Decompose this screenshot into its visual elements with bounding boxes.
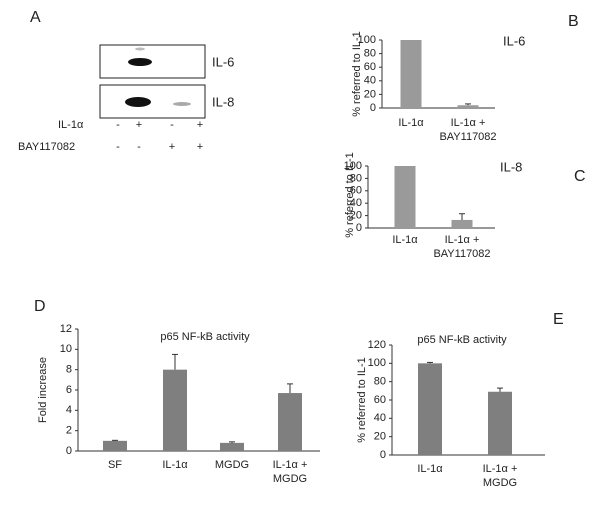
bar [394, 166, 416, 228]
x-tick-label: MGDG [483, 477, 517, 489]
panel-a: A IL-6 IL-8 [30, 9, 234, 119]
y-tick-label: 20 [364, 88, 376, 100]
y-tick-label: 40 [364, 75, 376, 87]
bar [163, 369, 187, 451]
panel-letter: B [568, 13, 579, 30]
x-tick-label: IL-1α + [273, 459, 308, 471]
chart-title: p65 NF-kB activity [417, 334, 507, 346]
x-tick-label: MGDG [273, 473, 307, 485]
y-tick-label: 0 [370, 102, 376, 114]
sign: + [169, 141, 175, 153]
y-tick-label: 100 [368, 357, 386, 369]
sign: - [116, 141, 120, 153]
y-tick-label: 10 [60, 343, 72, 355]
y-tick-label: 80 [350, 172, 362, 184]
chart-title: p65 NF-kB activity [160, 331, 250, 343]
x-tick-label: IL-1α [162, 459, 188, 471]
bar [488, 391, 512, 455]
sign: - [116, 119, 120, 131]
y-tick-label: 60 [374, 394, 386, 406]
bar [451, 219, 473, 228]
y-tick-label: 12 [60, 323, 72, 335]
y-tick-label: 20 [350, 210, 362, 222]
y-tick-label: 0 [356, 222, 362, 234]
x-tick-label: IL-1α + [451, 117, 486, 129]
y-tick-label: 0 [380, 449, 386, 461]
x-tick-label: IL-1α [392, 234, 418, 246]
panel-letter: D [34, 298, 46, 315]
panel-letter: C [574, 168, 586, 185]
y-tick-label: 60 [350, 185, 362, 197]
sign: + [136, 119, 142, 131]
band-label: IL-6 [212, 54, 234, 69]
blot-box [99, 44, 206, 79]
y-tick-label: 80 [374, 376, 386, 388]
blot-box [99, 84, 206, 119]
panel-letter: E [553, 311, 564, 328]
blot-band [135, 47, 145, 51]
x-tick-label: MGDG [215, 459, 249, 471]
sign: + [197, 141, 203, 153]
x-tick-label: IL-1α [398, 117, 424, 129]
y-axis-label: Fold increase [37, 357, 49, 423]
blot-band [128, 58, 152, 66]
row-label: BAY117082 [18, 141, 75, 153]
bar [103, 440, 127, 451]
x-tick-label: SF [108, 459, 122, 471]
sign: - [137, 141, 141, 153]
y-axis-label: % referred to IL-1 [344, 152, 356, 238]
y-tick-label: 40 [350, 197, 362, 209]
sign: + [197, 119, 203, 131]
bar [457, 105, 479, 108]
x-tick-label: BAY117082 [439, 131, 496, 143]
y-tick-label: 40 [374, 412, 386, 424]
y-tick-label: 20 [374, 431, 386, 443]
y-tick-label: 100 [358, 34, 376, 46]
y-tick-label: 8 [66, 364, 72, 376]
y-tick-label: 80 [364, 48, 376, 60]
sign: - [170, 119, 174, 131]
y-tick-label: 4 [66, 404, 72, 416]
y-tick-label: 2 [66, 425, 72, 437]
bar [418, 363, 442, 455]
bar [400, 40, 422, 108]
y-tick-label: 6 [66, 384, 72, 396]
y-axis-label: % referred to IL-1 [351, 31, 363, 117]
band-label: IL-8 [212, 94, 234, 109]
y-axis-label: % referred to IL-1 [356, 357, 368, 443]
chart-title: IL-6 [503, 33, 525, 48]
panel-letter: A [30, 9, 41, 26]
bar [220, 442, 244, 451]
y-tick-label: 100 [344, 160, 362, 172]
blot-band [125, 97, 151, 107]
row-label: IL-1α [58, 119, 84, 131]
bar [278, 393, 302, 451]
y-tick-label: 0 [66, 445, 72, 457]
x-tick-label: BAY117082 [433, 248, 490, 260]
x-tick-label: IL-1α + [483, 463, 518, 475]
blot-band [173, 102, 191, 106]
chart-title: IL-8 [500, 159, 522, 174]
x-tick-label: IL-1α [417, 463, 443, 475]
x-tick-label: IL-1α + [445, 234, 480, 246]
y-tick-label: 60 [364, 61, 376, 73]
y-tick-label: 120 [368, 339, 386, 351]
